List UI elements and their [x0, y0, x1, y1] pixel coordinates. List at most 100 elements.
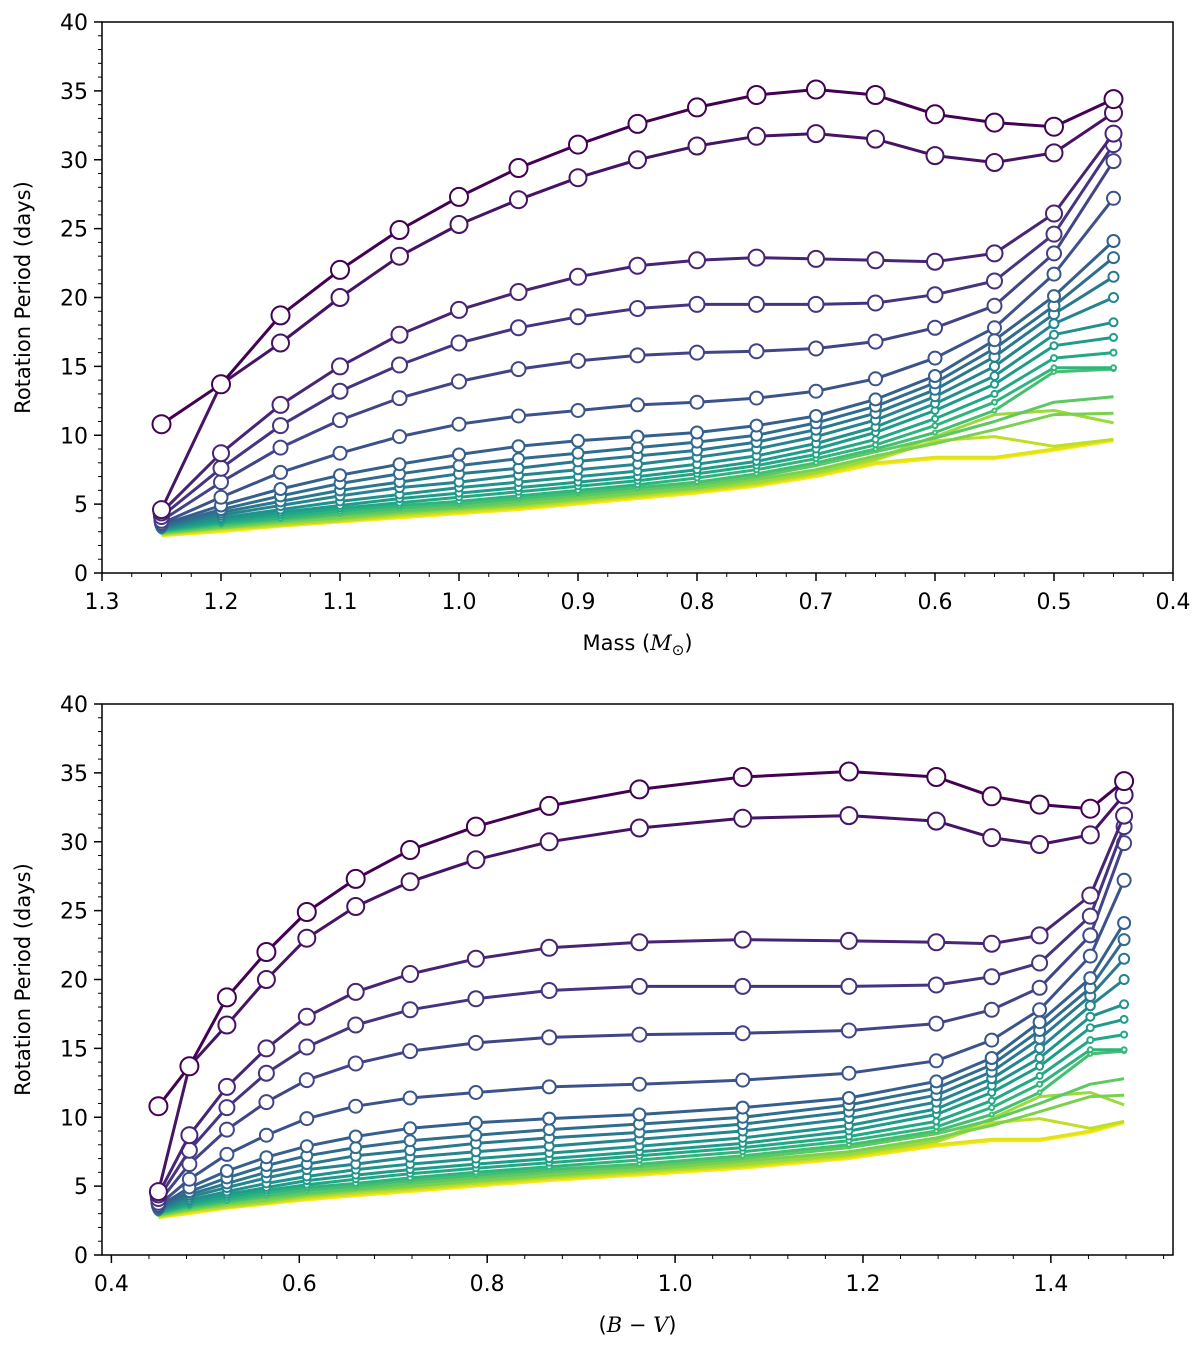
data-point	[541, 1079, 557, 1095]
data-point	[347, 1055, 364, 1072]
data-point	[1115, 806, 1134, 825]
data-point	[391, 356, 408, 374]
x-tick-label: 0.5	[1037, 590, 1072, 615]
data-point	[840, 1022, 857, 1039]
data-point	[392, 457, 407, 472]
data-point	[1049, 341, 1059, 351]
data-point	[542, 1123, 556, 1137]
data-point	[389, 220, 410, 240]
data-point	[631, 441, 644, 455]
data-point	[631, 1076, 647, 1092]
y-tick-label: 10	[60, 424, 88, 449]
data-point	[509, 283, 528, 301]
data-point	[841, 1091, 856, 1105]
data-point	[468, 1115, 483, 1130]
data-point	[981, 786, 1002, 807]
data-point	[256, 970, 276, 989]
data-point	[735, 1100, 750, 1115]
data-point	[689, 394, 705, 410]
data-point	[211, 374, 231, 395]
data-point	[733, 930, 752, 949]
data-point	[403, 1134, 417, 1148]
data-point	[273, 464, 288, 480]
data-point	[925, 104, 945, 125]
data-point	[1108, 317, 1119, 328]
data-point	[296, 902, 317, 922]
data-point	[570, 403, 586, 418]
data-point	[179, 1056, 200, 1077]
data-point	[540, 938, 559, 957]
data-point	[1049, 329, 1059, 340]
y-tick-label: 5	[74, 493, 88, 518]
x-tick-label: 0.8	[680, 590, 715, 615]
data-point	[871, 435, 880, 444]
data-point	[631, 1026, 648, 1043]
data-point	[808, 340, 824, 357]
data-point	[401, 1001, 419, 1019]
data-point	[630, 933, 649, 952]
data-point	[1117, 916, 1132, 930]
data-point	[390, 325, 409, 344]
data-point	[630, 397, 645, 413]
data-point	[330, 259, 350, 280]
data-point	[508, 158, 529, 178]
y-tick-label: 35	[60, 762, 88, 787]
data-point	[152, 500, 171, 520]
data-point	[1107, 270, 1120, 283]
data-point	[332, 445, 348, 461]
data-point	[734, 977, 752, 995]
data-point	[985, 244, 1004, 263]
data-point	[988, 1111, 995, 1118]
data-point	[330, 288, 350, 307]
data-point	[148, 1096, 169, 1117]
data-point	[452, 459, 466, 473]
data-point	[1081, 907, 1099, 925]
x-tick-label: 0.7	[799, 590, 834, 615]
data-point	[990, 379, 999, 389]
data-point	[1110, 364, 1117, 372]
data-point	[985, 153, 1004, 172]
data-point	[297, 1007, 316, 1026]
data-point	[629, 818, 649, 838]
data-point	[746, 85, 767, 105]
data-point	[1120, 1046, 1128, 1054]
y-tick-label: 10	[60, 1106, 88, 1131]
data-point	[272, 439, 289, 456]
data-point	[571, 446, 585, 460]
data-point	[509, 190, 528, 210]
data-point	[331, 382, 349, 400]
data-point	[349, 1141, 363, 1155]
data-point	[1045, 225, 1063, 243]
data-point	[1081, 886, 1100, 905]
data-point	[1035, 1071, 1044, 1080]
data-point	[219, 1164, 234, 1178]
data-point	[271, 395, 290, 414]
data-point	[258, 1127, 274, 1143]
data-point	[749, 418, 764, 433]
data-point	[568, 134, 588, 155]
data-point	[932, 1117, 941, 1126]
data-point	[1045, 204, 1063, 223]
series-line	[161, 411, 1114, 535]
data-point	[216, 987, 237, 1008]
data-point	[747, 248, 766, 267]
data-point	[257, 1064, 275, 1082]
data-point	[469, 1128, 483, 1142]
data-point	[347, 1016, 365, 1034]
data-point	[928, 1053, 944, 1069]
x-tick-label: 0.9	[561, 590, 596, 615]
data-point	[984, 112, 1005, 133]
x-tick-label: 0.4	[1156, 590, 1191, 615]
data-point	[627, 113, 648, 134]
data-point	[1117, 933, 1131, 947]
x-tick-label: 0.6	[918, 590, 953, 615]
data-point	[628, 256, 647, 275]
data-point	[1034, 1042, 1046, 1054]
data-point	[1118, 952, 1131, 965]
data-point	[866, 251, 885, 270]
data-point	[983, 1001, 1000, 1018]
data-point	[217, 1015, 237, 1035]
data-point	[1104, 124, 1123, 143]
y-tick-label: 0	[74, 1244, 88, 1269]
data-point	[401, 965, 420, 983]
